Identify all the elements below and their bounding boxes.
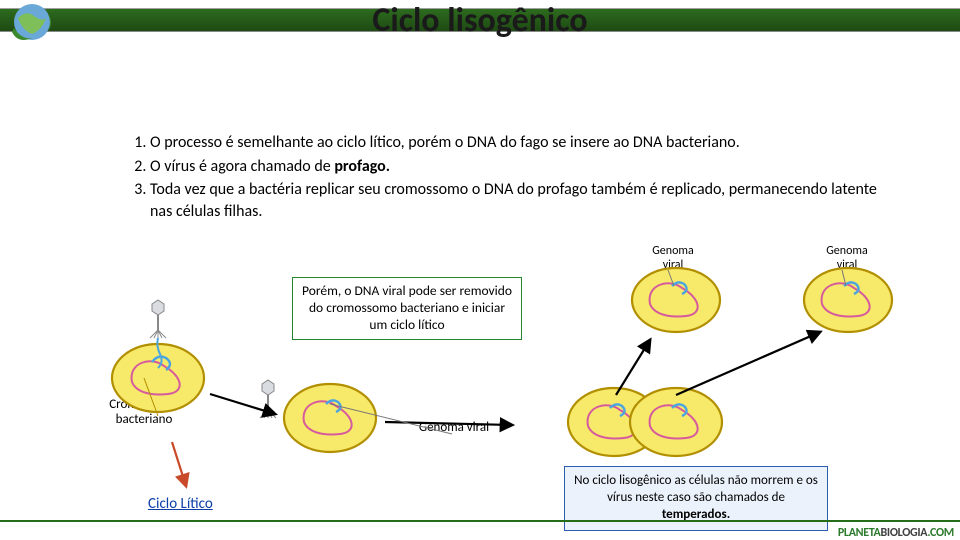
label-cromossomo: Cromossomobacteriano	[94, 398, 194, 428]
label-genoma-right: Genomaviral	[812, 245, 882, 273]
bullet-1: O processo é semelhante ao ciclo lítico,…	[150, 132, 900, 154]
label-genoma-center: Genoma viral	[414, 421, 494, 436]
bullet-3: Toda vez que a bactéria replicar seu cro…	[150, 179, 900, 222]
bullet-list: O processo é semelhante ao ciclo lítico,…	[132, 132, 900, 224]
callout-green: Porém, o DNA viral pode ser removido do …	[292, 277, 522, 340]
label-genoma-left: Genomaviral	[638, 245, 708, 273]
footer-logo: PLANETABIOLOGIA.COM	[838, 526, 954, 540]
lytic-cycle-link[interactable]: Ciclo Lítico	[148, 495, 213, 513]
page-title: Ciclo lisogênico	[0, 0, 960, 41]
footer-rule	[0, 520, 960, 522]
bullet-2: O vírus é agora chamado de profago.	[150, 156, 900, 178]
